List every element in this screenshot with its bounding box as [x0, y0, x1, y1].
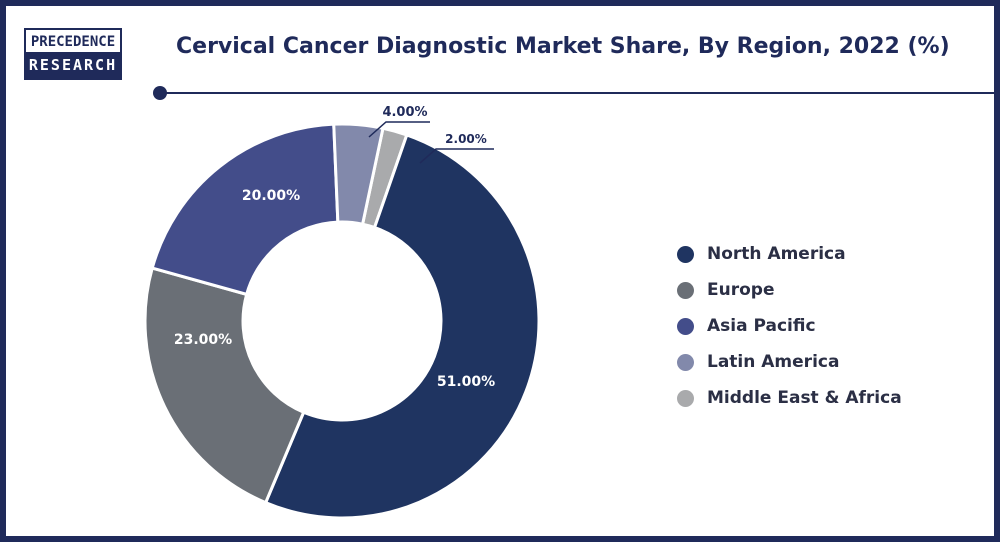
legend-item-europe: Europe — [677, 272, 902, 308]
legend-item-middle-east-and-africa: Middle East & Africa — [677, 380, 902, 416]
legend-item-asia-pacific: Asia Pacific — [677, 308, 902, 344]
legend-label-north-america: North America — [707, 244, 846, 264]
data-label-north-america: 51.00% — [437, 374, 495, 390]
legend-swatch-north-america — [677, 245, 694, 263]
title-rule — [165, 92, 994, 94]
legend-swatch-middle-east-and-africa — [677, 389, 694, 407]
slice-north-america — [263, 133, 541, 520]
slice-latin-america — [332, 122, 385, 226]
legend-label-middle-east-and-africa: Middle East & Africa — [707, 388, 902, 408]
data-label-asia-pacific: 20.00% — [242, 188, 300, 204]
chart-title: Cervical Cancer Diagnostic Market Share,… — [176, 34, 950, 59]
title-rule-dot — [153, 86, 167, 100]
logo-line-1: PRECEDENCE — [26, 30, 120, 54]
logo-line-2: RESEARCH — [26, 52, 120, 78]
brand-logo: PRECEDENCE RESEARCH — [24, 28, 122, 80]
data-label-europe: 23.00% — [174, 332, 232, 348]
legend-label-asia-pacific: Asia Pacific — [707, 316, 816, 336]
legend-item-north-america: North America — [677, 236, 902, 272]
legend-swatch-latin-america — [677, 353, 694, 371]
legend-label-latin-america: Latin America — [707, 352, 840, 372]
slice-europe — [143, 266, 306, 505]
chart-legend: North America Europe Asia Pacific Latin Ame… — [677, 236, 902, 416]
legend-swatch-asia-pacific — [677, 317, 694, 335]
data-label-latin-america: 4.00% — [382, 105, 427, 120]
data-label-middle-east-and-africa: 2.00% — [445, 132, 487, 146]
slice-asia-pacific — [150, 122, 340, 297]
legend-swatch-europe — [677, 281, 694, 299]
legend-label-europe: Europe — [707, 280, 775, 300]
leader-line-middle-east-and-africa — [419, 148, 494, 164]
legend-item-latin-america: Latin America — [677, 344, 902, 380]
leader-line-latin-america — [368, 121, 430, 138]
